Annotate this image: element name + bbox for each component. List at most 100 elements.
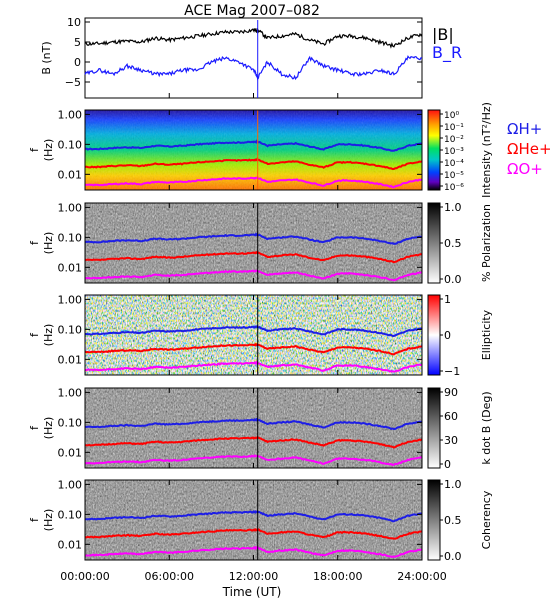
colorbar-tick-label: 10⁰	[444, 111, 459, 121]
colorbar-label-coherency: Coherency	[480, 490, 493, 549]
freq-ytick-label: 0.01	[58, 261, 83, 274]
omega-h-line	[84, 510, 422, 523]
freq-ylabel-unit: (Hz)	[42, 324, 55, 347]
field-ytick-label: 5	[74, 36, 81, 49]
colorbar-label-polarization: % Polarization	[480, 204, 493, 282]
colorbar-tick-label: 1.0	[444, 478, 462, 491]
colorbar-tick-label: 90	[444, 386, 458, 399]
freq-ytick-label: 1.00	[58, 201, 83, 214]
panel-intensity: 1.00 0.10 0.01 f (Hz) 10⁰ 10⁻¹ 10⁻² 10⁻³ 10⁻⁴ 10⁻⁵…	[28, 102, 550, 198]
field-ylabel: B (nT)	[40, 41, 53, 74]
colorbar-tick-label: 0.0	[444, 550, 462, 563]
colorbar-coherency	[427, 479, 441, 561]
freq-ytick-label: 0.10	[58, 508, 83, 521]
legend-gyro-2: ΩO+	[507, 160, 543, 178]
colorbar-tick-label: 1.0	[444, 201, 462, 214]
freq-ytick-label: 0.01	[58, 168, 83, 181]
colorbar-tick-label: 10⁻²	[444, 135, 464, 145]
colorbar-tick-label: 10⁻⁴	[444, 159, 464, 169]
omega-h-line	[84, 232, 423, 245]
freq-ylabel-unit: (Hz)	[42, 139, 55, 162]
colorbar-tick-label: 0.5	[444, 237, 462, 250]
omega-h-line	[84, 325, 422, 338]
freq-ylabel-unit: (Hz)	[42, 232, 55, 255]
freq-ytick-label: 0.01	[58, 538, 83, 551]
colorbar-label-intensity: Intensity (nT²/Hz)	[480, 102, 493, 198]
freq-ytick-label: 0.10	[58, 416, 83, 429]
spectrogram-texture	[85, 388, 422, 468]
freq-ytick-label: 1.00	[58, 293, 83, 306]
panel-kdotb: 1.00 0.10 0.01 f (Hz) 90 60 30 0 k dot B (Deg)	[28, 386, 493, 471]
line-b-r	[84, 55, 423, 81]
colorbar-tick-label: 0	[444, 329, 451, 342]
colorbar-tick-label: 10⁻¹	[444, 123, 464, 133]
freq-ylabel: f	[28, 332, 41, 337]
freq-ylabel-unit: (Hz)	[42, 417, 55, 440]
omega-he-line	[84, 157, 423, 170]
field-ytick-label: 10	[67, 16, 81, 29]
x-axis-label: Time (UT)	[222, 585, 282, 599]
colorbar-kdotb	[427, 387, 441, 469]
xtick-label: 06:00:00	[145, 570, 194, 583]
freq-ylabel-unit: (Hz)	[42, 509, 55, 532]
colorbar-tick-label: 10⁻³	[444, 147, 464, 157]
xtick-label: 24:00:00	[397, 570, 446, 583]
legend-gyro-0: ΩH+	[507, 120, 542, 138]
colorbar-label-kdotb: k dot B (Deg)	[480, 391, 493, 464]
freq-ytick-label: 1.00	[58, 108, 83, 121]
omega-o-line	[84, 269, 422, 282]
spectrogram-texture	[85, 110, 422, 190]
freq-ytick-label: 0.10	[58, 138, 83, 151]
spectrogram-texture	[85, 203, 422, 283]
colorbar-label-ellipticity: Ellipticity	[480, 309, 493, 360]
field-ytick-label: −5	[65, 76, 81, 89]
legend-b-r: B_R	[432, 43, 462, 63]
freq-ytick-label: 1.00	[58, 478, 83, 491]
freq-ylabel: f	[28, 425, 41, 430]
omega-he-line	[84, 342, 423, 356]
legend-b-total: |B|	[432, 25, 454, 44]
omega-o-line	[84, 175, 423, 189]
freq-ytick-label: 0.01	[58, 446, 83, 459]
colorbar-tick-label: 10⁻⁵	[444, 171, 464, 181]
colorbar-tick-label: 0.5	[444, 514, 462, 527]
xtick-label: 00:00:00	[60, 570, 109, 583]
freq-ylabel: f	[28, 517, 41, 522]
freq-ytick-label: 0.10	[58, 323, 83, 336]
colorbar-tick-label: 30	[444, 434, 458, 447]
spectrogram-texture	[85, 295, 422, 375]
colorbar-tick-label: 0	[444, 458, 451, 471]
field-ytick-label: 0	[74, 56, 81, 69]
xtick-label: 12:00:00	[229, 570, 278, 583]
panel-field: 10 5 0 −5 B (nT) |B| B_R	[40, 16, 462, 99]
legend-gyro-1: ΩHe+	[507, 140, 550, 158]
omega-o-line	[84, 360, 423, 373]
colorbar-polarization	[427, 202, 441, 284]
colorbar-intensity	[427, 109, 441, 191]
omega-o-line	[84, 454, 423, 467]
colorbar-tick-label: 10⁻⁶	[444, 183, 464, 193]
colorbar-tick-label: 0.0	[444, 273, 462, 286]
colorbar-ellipticity	[427, 294, 441, 376]
panel-coherency: 1.00 0.10 0.01 f (Hz) 1.0 0.5 0.0 Coherency	[28, 478, 493, 563]
freq-ytick-label: 0.10	[58, 231, 83, 244]
chart-title: ACE Mag 2007–082	[184, 3, 320, 19]
colorbar-tick-label: 60	[444, 410, 458, 423]
freq-ylabel: f	[28, 240, 41, 245]
omega-he-line	[84, 435, 423, 449]
freq-ytick-label: 1.00	[58, 386, 83, 399]
omega-he-line	[84, 527, 423, 540]
freq-ytick-label: 0.01	[58, 353, 83, 366]
panel-ellipticity: 1.00 0.10 0.01 f (Hz) 1 0 −1 Ellipticity	[28, 293, 493, 378]
omega-h-line	[84, 417, 423, 431]
omega-h-line	[85, 139, 422, 152]
panel-polarization: 1.00 0.10 0.01 f (Hz) 1.0 0.5 0.0 % Polarization	[28, 201, 493, 286]
omega-he-line	[84, 250, 423, 264]
colorbar-tick-label: 1	[444, 293, 451, 306]
xtick-label: 18:00:00	[313, 570, 362, 583]
freq-ylabel: f	[28, 147, 41, 152]
colorbar-tick-label: −1	[444, 365, 460, 378]
omega-o-line	[85, 545, 423, 558]
line-b-total	[84, 28, 423, 49]
